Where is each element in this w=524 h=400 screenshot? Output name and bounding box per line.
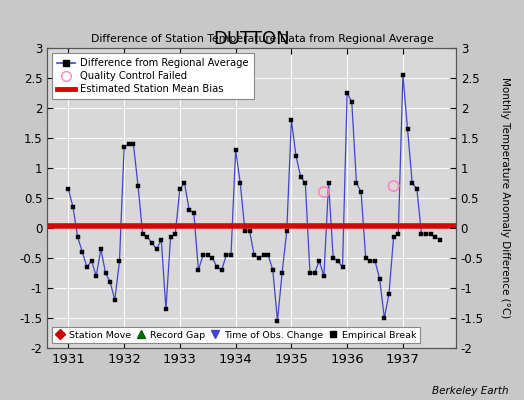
Difference from Regional Average [372,258,378,263]
Quality Control Failed [389,183,398,189]
Y-axis label: Monthly Temperature Anomaly Difference (°C): Monthly Temperature Anomaly Difference (… [500,77,510,319]
Text: Berkeley Earth: Berkeley Earth [432,386,508,396]
Difference from Regional Average [270,268,276,272]
Quality Control Failed [320,189,328,195]
Legend: Station Move, Record Gap, Time of Obs. Change, Empirical Break: Station Move, Record Gap, Time of Obs. C… [52,327,420,343]
Difference from Regional Average [400,73,406,78]
Difference from Regional Average [409,181,416,186]
Difference from Regional Average [65,186,71,192]
Line: Difference from Regional Average: Difference from Regional Average [67,73,442,323]
Title: DUTTON: DUTTON [213,30,290,48]
Difference from Regional Average [390,234,397,239]
Difference from Regional Average [274,318,280,323]
Difference from Regional Average [344,90,350,95]
Difference from Regional Average [302,181,309,186]
Text: Difference of Station Temperature Data from Regional Average: Difference of Station Temperature Data f… [91,34,433,44]
Difference from Regional Average [437,238,443,242]
